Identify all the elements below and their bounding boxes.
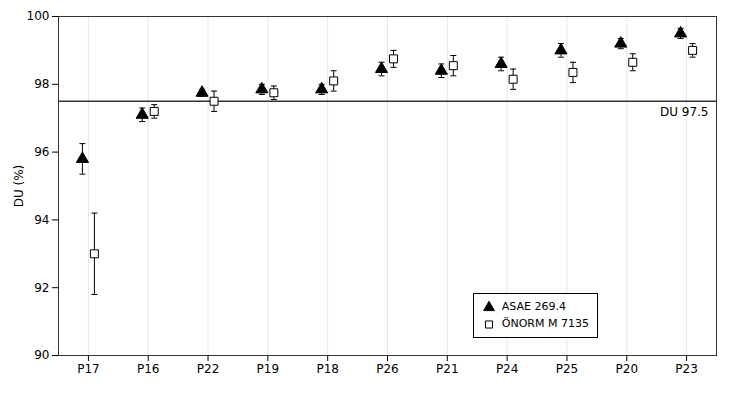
svg-text:DU 97.5: DU 97.5	[660, 105, 709, 119]
svg-text:P16: P16	[137, 362, 160, 376]
svg-text:P26: P26	[376, 362, 399, 376]
svg-text:P19: P19	[257, 362, 280, 376]
svg-text:P17: P17	[77, 362, 100, 376]
svg-text:100: 100	[27, 9, 50, 23]
svg-text:P23: P23	[675, 362, 698, 376]
svg-text:92: 92	[34, 281, 49, 295]
svg-text:DU (%): DU (%)	[12, 165, 26, 208]
svg-text:94: 94	[34, 213, 49, 227]
svg-text:P24: P24	[496, 362, 519, 376]
html-text:ASAE 269.4: ASAE 269.4	[501, 300, 566, 313]
html-text:ÖNORM M 7135: ÖNORM M 7135	[501, 316, 589, 330]
svg-text:98: 98	[34, 77, 49, 91]
svg-text:P22: P22	[197, 362, 220, 376]
svg-text:P21: P21	[436, 362, 459, 376]
svg-text:P20: P20	[616, 362, 639, 376]
svg-text:P18: P18	[316, 362, 339, 376]
svg-text:90: 90	[34, 348, 49, 362]
svg-text:P25: P25	[556, 362, 579, 376]
svg-text:96: 96	[34, 145, 49, 159]
